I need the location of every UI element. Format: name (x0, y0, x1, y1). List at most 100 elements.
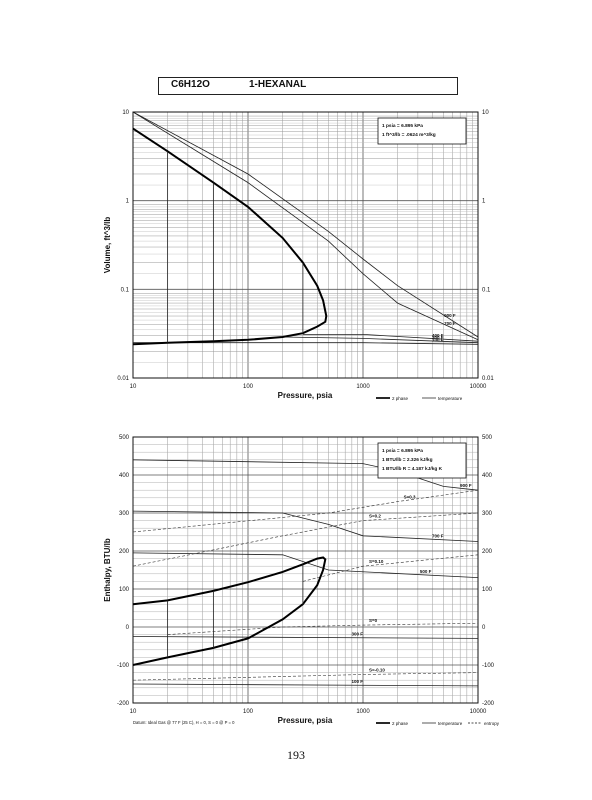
x-tick-label: 10 (130, 709, 137, 715)
x-axis-title: Pressure, psia (278, 391, 333, 400)
y-tick-label: 1 (126, 199, 130, 205)
conversion-note: 1 BTU/lb = 2.326 kJ/kg (382, 457, 433, 463)
plot-frame (132, 436, 479, 704)
conversion-notes: 1 psia = 6.895 kPa 1 BTU/lb = 2.326 kJ/kg… (377, 442, 467, 479)
x-tick-label: 1000 (356, 384, 370, 390)
x-tick-label: 10 (130, 384, 137, 390)
y-tick-label-right: 0 (482, 625, 486, 631)
y-tick-label-right: -100 (482, 663, 495, 669)
grid-horizontal (133, 115, 478, 379)
entropy-label: S=0.10 (369, 559, 384, 564)
y-tick-label: 300 (119, 511, 130, 517)
volume-pressure-chart: 10 100 1000 100000.010.11100.010.1110Pressu… (103, 110, 494, 401)
y-tick-label-right: 300 (482, 511, 493, 517)
y-tick-label-right: 100 (482, 587, 493, 593)
y-tick-label: 100 (119, 587, 130, 593)
x-axis-title: Pressure, psia (278, 716, 333, 725)
x-tick-label: 10000 (470, 709, 487, 715)
entropy-line (132, 489, 479, 533)
isotherm-label: 100 F (351, 679, 363, 684)
conversion-notes: 1 psia = 6.895 kPa 1 ft^3/lb = .0624 m^3/… (377, 117, 467, 145)
y-tick-label: -100 (117, 663, 130, 669)
isotherm-label: 500 F (420, 569, 432, 574)
conversion-note: 1 psia = 6.895 kPa (382, 448, 423, 454)
legend-label: temperature (438, 396, 463, 401)
entropy-label: S=-0.10 (369, 668, 385, 673)
y-tick-label-right: 200 (482, 549, 493, 555)
page-number: 193 (287, 748, 305, 762)
y-tick-label: 400 (119, 473, 130, 479)
y-tick-label-right: 1 (482, 199, 486, 205)
y-tick-label: 200 (119, 549, 130, 555)
y-tick-label: 10 (122, 110, 129, 116)
two-phase-curve (132, 127, 328, 346)
y-tick-labels-left: -200 -100 0 100 200 300 400 500 (117, 435, 130, 707)
isotherm-line (132, 111, 479, 338)
isotherm-line (132, 111, 479, 341)
y-tick-labels-left: 0.01 0.1 1 10 (117, 110, 129, 382)
two-phase-tie-lines (167, 151, 304, 343)
legend-label: 2 phase (392, 396, 409, 401)
conversion-note: 1 BTU/lb R = 4.187 kJ/kg K (382, 466, 443, 472)
legend-label: 2 phase (392, 721, 409, 726)
grid-vertical (132, 112, 473, 378)
grid-horizontal (133, 436, 478, 704)
entropy-lines: S=0.3 S=0.2 S=0.10 S=0 S=-0.10 (132, 489, 479, 681)
legend: 2 phase temperature entropy (376, 721, 500, 726)
isotherm-label: 900 F (460, 483, 472, 488)
datum-footnote: Datum: Ideal Gas @ 77 F (25 C), H = 0, S… (133, 720, 235, 725)
isotherm-label: 300 F (351, 632, 363, 637)
x-tick-label: 1000 (356, 709, 370, 715)
isotherm-line (302, 334, 479, 342)
isotherm-label: 400 F (432, 333, 444, 338)
legend-label: entropy (484, 721, 500, 726)
two-phase-curve (132, 556, 327, 666)
y-tick-label: 0.01 (117, 376, 129, 382)
isotherm-line (132, 510, 479, 542)
y-tick-label-right: 0.01 (482, 376, 494, 382)
chemical-formula: C6H12O (171, 79, 210, 90)
isotherm-line (133, 342, 479, 345)
y-tick-label-right: 0.1 (482, 287, 491, 293)
y-tick-label-right: 10 (482, 110, 489, 116)
y-axis-title: Enthalpy, BTU/lb (103, 538, 112, 602)
y-tick-label: 500 (119, 435, 130, 441)
x-tick-labels: 10 100 1000 10000 (130, 384, 487, 390)
conversion-note: 1 psia = 6.895 kPa (382, 123, 423, 129)
two-phase-tie-lines (167, 564, 304, 658)
entropy-label: S=0.3 (404, 495, 416, 500)
y-axis-title: Volume, ft^3/lb (103, 217, 112, 274)
isotherm-label: 700 F (432, 534, 444, 539)
entropy-label: S=0 (369, 618, 378, 623)
isotherm-label: 100 F (432, 338, 444, 343)
compound-title-box: C6H12O 1-HEXANAL (158, 77, 458, 95)
entropy-line (132, 672, 479, 681)
isotherm-label: 300 F (432, 335, 444, 340)
x-tick-label: 100 (243, 384, 254, 390)
y-tick-label-right: -200 (482, 701, 495, 707)
isotherm-lines: 900 F 700 F 500 F 300 F 100 F (132, 459, 479, 687)
entropy-label: S=0.2 (369, 514, 381, 519)
x-tick-labels: 10 100 1000 10000 (130, 709, 487, 715)
isotherm-line (132, 683, 479, 687)
x-tick-label: 100 (243, 709, 254, 715)
y-tick-label: -200 (117, 701, 130, 707)
enthalpy-pressure-chart: 10 100 1000 10000-200-1000100200300400500-2… (103, 435, 500, 726)
x-tick-label: 10000 (470, 384, 487, 390)
y-tick-label: 0.1 (121, 287, 130, 293)
notes-box (377, 117, 467, 145)
y-tick-label-right: 500 (482, 435, 493, 441)
isotherm-line (132, 636, 479, 639)
isotherm-label: 700 F (444, 321, 456, 326)
isotherm-line (282, 336, 479, 344)
legend: 2 phase temperature (376, 396, 463, 401)
y-tick-labels-right: -200 -100 0 100 200 300 400 500 (482, 435, 495, 707)
y-tick-labels-right: 0.01 0.1 1 10 (482, 110, 494, 382)
entropy-line (302, 554, 479, 582)
compound-name: 1-HEXANAL (249, 79, 307, 90)
y-tick-label-right: 400 (482, 473, 493, 479)
entropy-line (167, 622, 479, 635)
legend-label: temperature (438, 721, 463, 726)
notes-box (377, 442, 467, 479)
